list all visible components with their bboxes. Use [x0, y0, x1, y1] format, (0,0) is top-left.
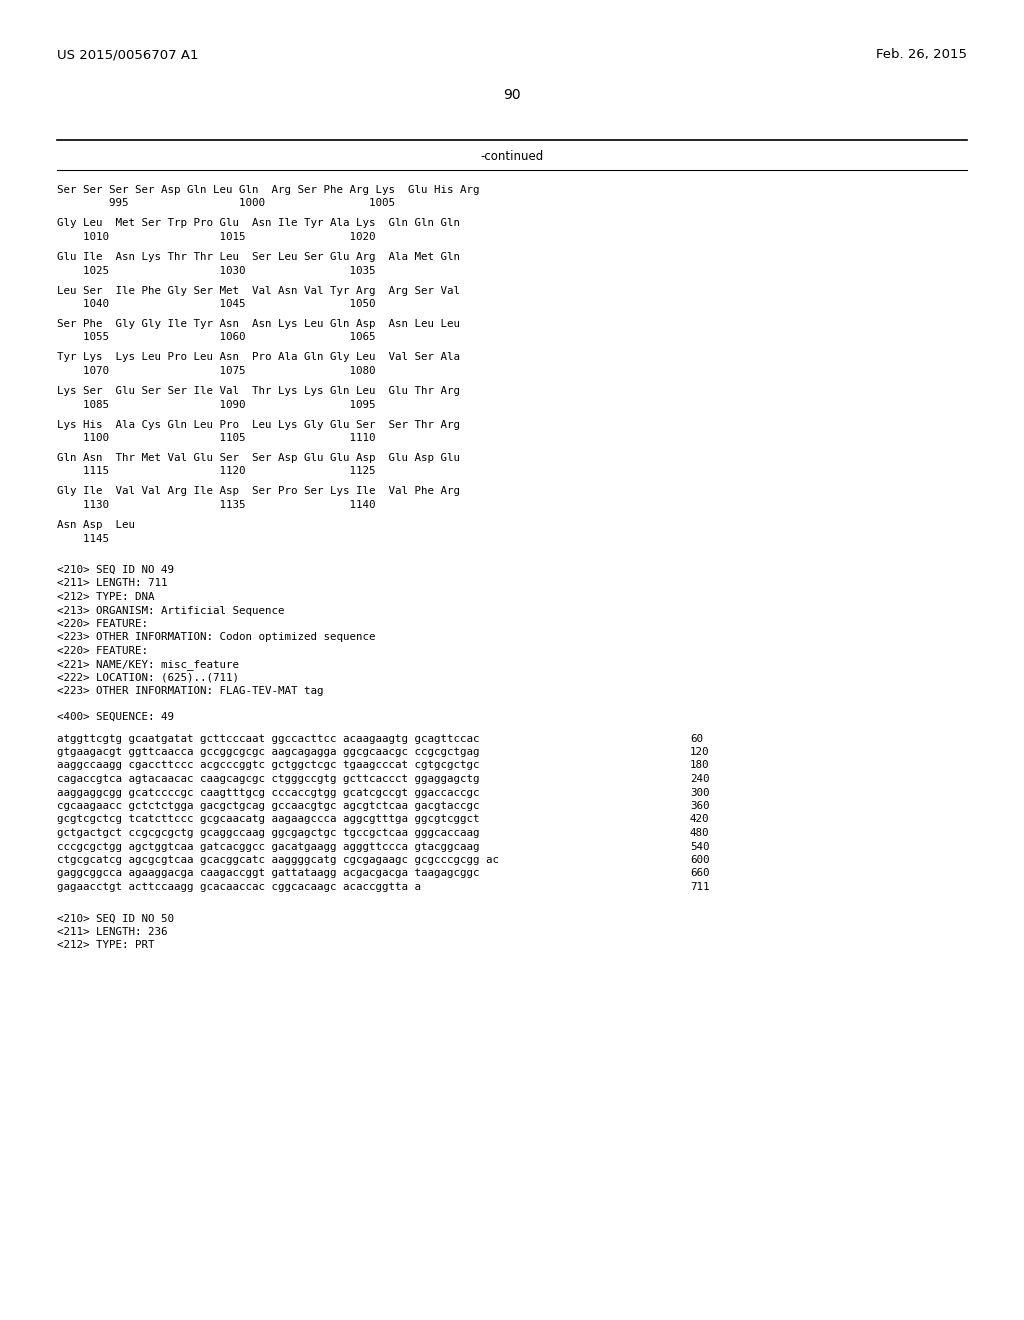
- Text: 600: 600: [690, 855, 710, 865]
- Text: gcgtcgctcg tcatcttccc gcgcaacatg aagaagccca aggcgtttga ggcgtcggct: gcgtcgctcg tcatcttccc gcgcaacatg aagaagc…: [57, 814, 479, 825]
- Text: 420: 420: [690, 814, 710, 825]
- Text: Tyr Lys  Lys Leu Pro Leu Asn  Pro Ala Gln Gly Leu  Val Ser Ala: Tyr Lys Lys Leu Pro Leu Asn Pro Ala Gln …: [57, 352, 460, 363]
- Text: -continued: -continued: [480, 150, 544, 162]
- Text: 995                 1000                1005: 995 1000 1005: [57, 198, 395, 209]
- Text: gagaacctgt acttccaagg gcacaaccac cggcacaagc acaccggtta a: gagaacctgt acttccaagg gcacaaccac cggcaca…: [57, 882, 421, 892]
- Text: US 2015/0056707 A1: US 2015/0056707 A1: [57, 48, 199, 61]
- Text: 540: 540: [690, 842, 710, 851]
- Text: Feb. 26, 2015: Feb. 26, 2015: [876, 48, 967, 61]
- Text: 360: 360: [690, 801, 710, 810]
- Text: 1010                 1015                1020: 1010 1015 1020: [57, 232, 376, 242]
- Text: <210> SEQ ID NO 50: <210> SEQ ID NO 50: [57, 913, 174, 924]
- Text: gaggcggcca agaaggacga caagaccggt gattataagg acgacgacga taagagcggc: gaggcggcca agaaggacga caagaccggt gattata…: [57, 869, 479, 879]
- Text: 1025                 1030                1035: 1025 1030 1035: [57, 265, 376, 276]
- Text: <223> OTHER INFORMATION: FLAG-TEV-MAT tag: <223> OTHER INFORMATION: FLAG-TEV-MAT ta…: [57, 686, 324, 697]
- Text: 480: 480: [690, 828, 710, 838]
- Text: <400> SEQUENCE: 49: <400> SEQUENCE: 49: [57, 711, 174, 722]
- Text: atggttcgtg gcaatgatat gcttcccaat ggccacttcc acaagaagtg gcagttccac: atggttcgtg gcaatgatat gcttcccaat ggccact…: [57, 734, 479, 743]
- Text: Asn Asp  Leu: Asn Asp Leu: [57, 520, 135, 531]
- Text: 1070                 1075                1080: 1070 1075 1080: [57, 366, 376, 376]
- Text: 180: 180: [690, 760, 710, 771]
- Text: cagaccgtca agtacaacac caagcagcgc ctgggccgtg gcttcaccct ggaggagctg: cagaccgtca agtacaacac caagcagcgc ctgggcc…: [57, 774, 479, 784]
- Text: <213> ORGANISM: Artificial Sequence: <213> ORGANISM: Artificial Sequence: [57, 606, 285, 615]
- Text: <220> FEATURE:: <220> FEATURE:: [57, 645, 148, 656]
- Text: Leu Ser  Ile Phe Gly Ser Met  Val Asn Val Tyr Arg  Arg Ser Val: Leu Ser Ile Phe Gly Ser Met Val Asn Val …: [57, 285, 460, 296]
- Text: 60: 60: [690, 734, 703, 743]
- Text: Glu Ile  Asn Lys Thr Thr Leu  Ser Leu Ser Glu Arg  Ala Met Gln: Glu Ile Asn Lys Thr Thr Leu Ser Leu Ser …: [57, 252, 460, 261]
- Text: <222> LOCATION: (625)..(711): <222> LOCATION: (625)..(711): [57, 673, 239, 682]
- Text: <220> FEATURE:: <220> FEATURE:: [57, 619, 148, 630]
- Text: <212> TYPE: PRT: <212> TYPE: PRT: [57, 940, 155, 950]
- Text: 120: 120: [690, 747, 710, 756]
- Text: cccgcgctgg agctggtcaa gatcacggcc gacatgaagg agggttccca gtacggcaag: cccgcgctgg agctggtcaa gatcacggcc gacatga…: [57, 842, 479, 851]
- Text: Lys His  Ala Cys Gln Leu Pro  Leu Lys Gly Glu Ser  Ser Thr Arg: Lys His Ala Cys Gln Leu Pro Leu Lys Gly …: [57, 420, 460, 429]
- Text: <221> NAME/KEY: misc_feature: <221> NAME/KEY: misc_feature: [57, 660, 239, 671]
- Text: 711: 711: [690, 882, 710, 892]
- Text: ctgcgcatcg agcgcgtcaa gcacggcatc aaggggcatg cgcgagaagc gcgcccgcgg ac: ctgcgcatcg agcgcgtcaa gcacggcatc aaggggc…: [57, 855, 499, 865]
- Text: 300: 300: [690, 788, 710, 797]
- Text: 1130                 1135                1140: 1130 1135 1140: [57, 500, 376, 510]
- Text: 1145: 1145: [57, 533, 109, 544]
- Text: 240: 240: [690, 774, 710, 784]
- Text: <210> SEQ ID NO 49: <210> SEQ ID NO 49: [57, 565, 174, 576]
- Text: <211> LENGTH: 711: <211> LENGTH: 711: [57, 578, 168, 589]
- Text: Gly Ile  Val Val Arg Ile Asp  Ser Pro Ser Lys Ile  Val Phe Arg: Gly Ile Val Val Arg Ile Asp Ser Pro Ser …: [57, 487, 460, 496]
- Text: 660: 660: [690, 869, 710, 879]
- Text: aaggccaagg cgaccttccc acgcccggtc gctggctcgc tgaagcccat cgtgcgctgc: aaggccaagg cgaccttccc acgcccggtc gctggct…: [57, 760, 479, 771]
- Text: 1100                 1105                1110: 1100 1105 1110: [57, 433, 376, 444]
- Text: 1115                 1120                1125: 1115 1120 1125: [57, 466, 376, 477]
- Text: cgcaagaacc gctctctgga gacgctgcag gccaacgtgc agcgtctcaa gacgtaccgc: cgcaagaacc gctctctgga gacgctgcag gccaacg…: [57, 801, 479, 810]
- Text: gctgactgct ccgcgcgctg gcaggccaag ggcgagctgc tgccgctcaa gggcaccaag: gctgactgct ccgcgcgctg gcaggccaag ggcgagc…: [57, 828, 479, 838]
- Text: <223> OTHER INFORMATION: Codon optimized sequence: <223> OTHER INFORMATION: Codon optimized…: [57, 632, 376, 643]
- Text: aaggaggcgg gcatccccgc caagtttgcg cccaccgtgg gcatcgccgt ggaccaccgc: aaggaggcgg gcatccccgc caagtttgcg cccaccg…: [57, 788, 479, 797]
- Text: Ser Phe  Gly Gly Ile Tyr Asn  Asn Lys Leu Gln Asp  Asn Leu Leu: Ser Phe Gly Gly Ile Tyr Asn Asn Lys Leu …: [57, 319, 460, 329]
- Text: <212> TYPE: DNA: <212> TYPE: DNA: [57, 591, 155, 602]
- Text: <211> LENGTH: 236: <211> LENGTH: 236: [57, 927, 168, 937]
- Text: gtgaagacgt ggttcaacca gccggcgcgc aagcagagga ggcgcaacgc ccgcgctgag: gtgaagacgt ggttcaacca gccggcgcgc aagcaga…: [57, 747, 479, 756]
- Text: Gln Asn  Thr Met Val Glu Ser  Ser Asp Glu Glu Asp  Glu Asp Glu: Gln Asn Thr Met Val Glu Ser Ser Asp Glu …: [57, 453, 460, 463]
- Text: 1055                 1060                1065: 1055 1060 1065: [57, 333, 376, 342]
- Text: Lys Ser  Glu Ser Ser Ile Val  Thr Lys Lys Gln Leu  Glu Thr Arg: Lys Ser Glu Ser Ser Ile Val Thr Lys Lys …: [57, 385, 460, 396]
- Text: 1085                 1090                1095: 1085 1090 1095: [57, 400, 376, 409]
- Text: Ser Ser Ser Ser Asp Gln Leu Gln  Arg Ser Phe Arg Lys  Glu His Arg: Ser Ser Ser Ser Asp Gln Leu Gln Arg Ser …: [57, 185, 479, 195]
- Text: Gly Leu  Met Ser Trp Pro Glu  Asn Ile Tyr Ala Lys  Gln Gln Gln: Gly Leu Met Ser Trp Pro Glu Asn Ile Tyr …: [57, 219, 460, 228]
- Text: 1040                 1045                1050: 1040 1045 1050: [57, 300, 376, 309]
- Text: 90: 90: [503, 88, 521, 102]
